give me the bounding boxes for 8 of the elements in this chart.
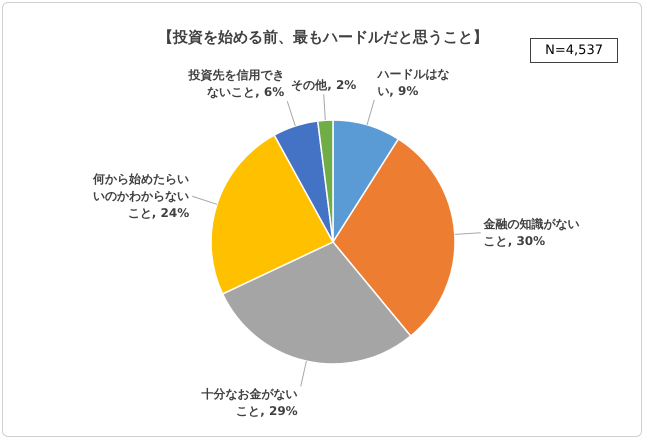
slice-label: 十分なお金がないこと, 29% [200,386,298,420]
slice-label: ハードルはない, 9% [377,66,450,100]
text: N=4,537 [530,38,618,63]
slice-label: 何から始めたらいいのかわからないこと, 24% [92,170,190,222]
slice-label: 投資先を信用できないこと, 6% [187,67,284,102]
chart-title: 【投資を始める前、最もハードルだと思うこと】 [158,28,488,46]
slice-label: 金融の知識がないこと, 30% [484,216,581,250]
slice-label: その他, 2% [291,77,356,94]
